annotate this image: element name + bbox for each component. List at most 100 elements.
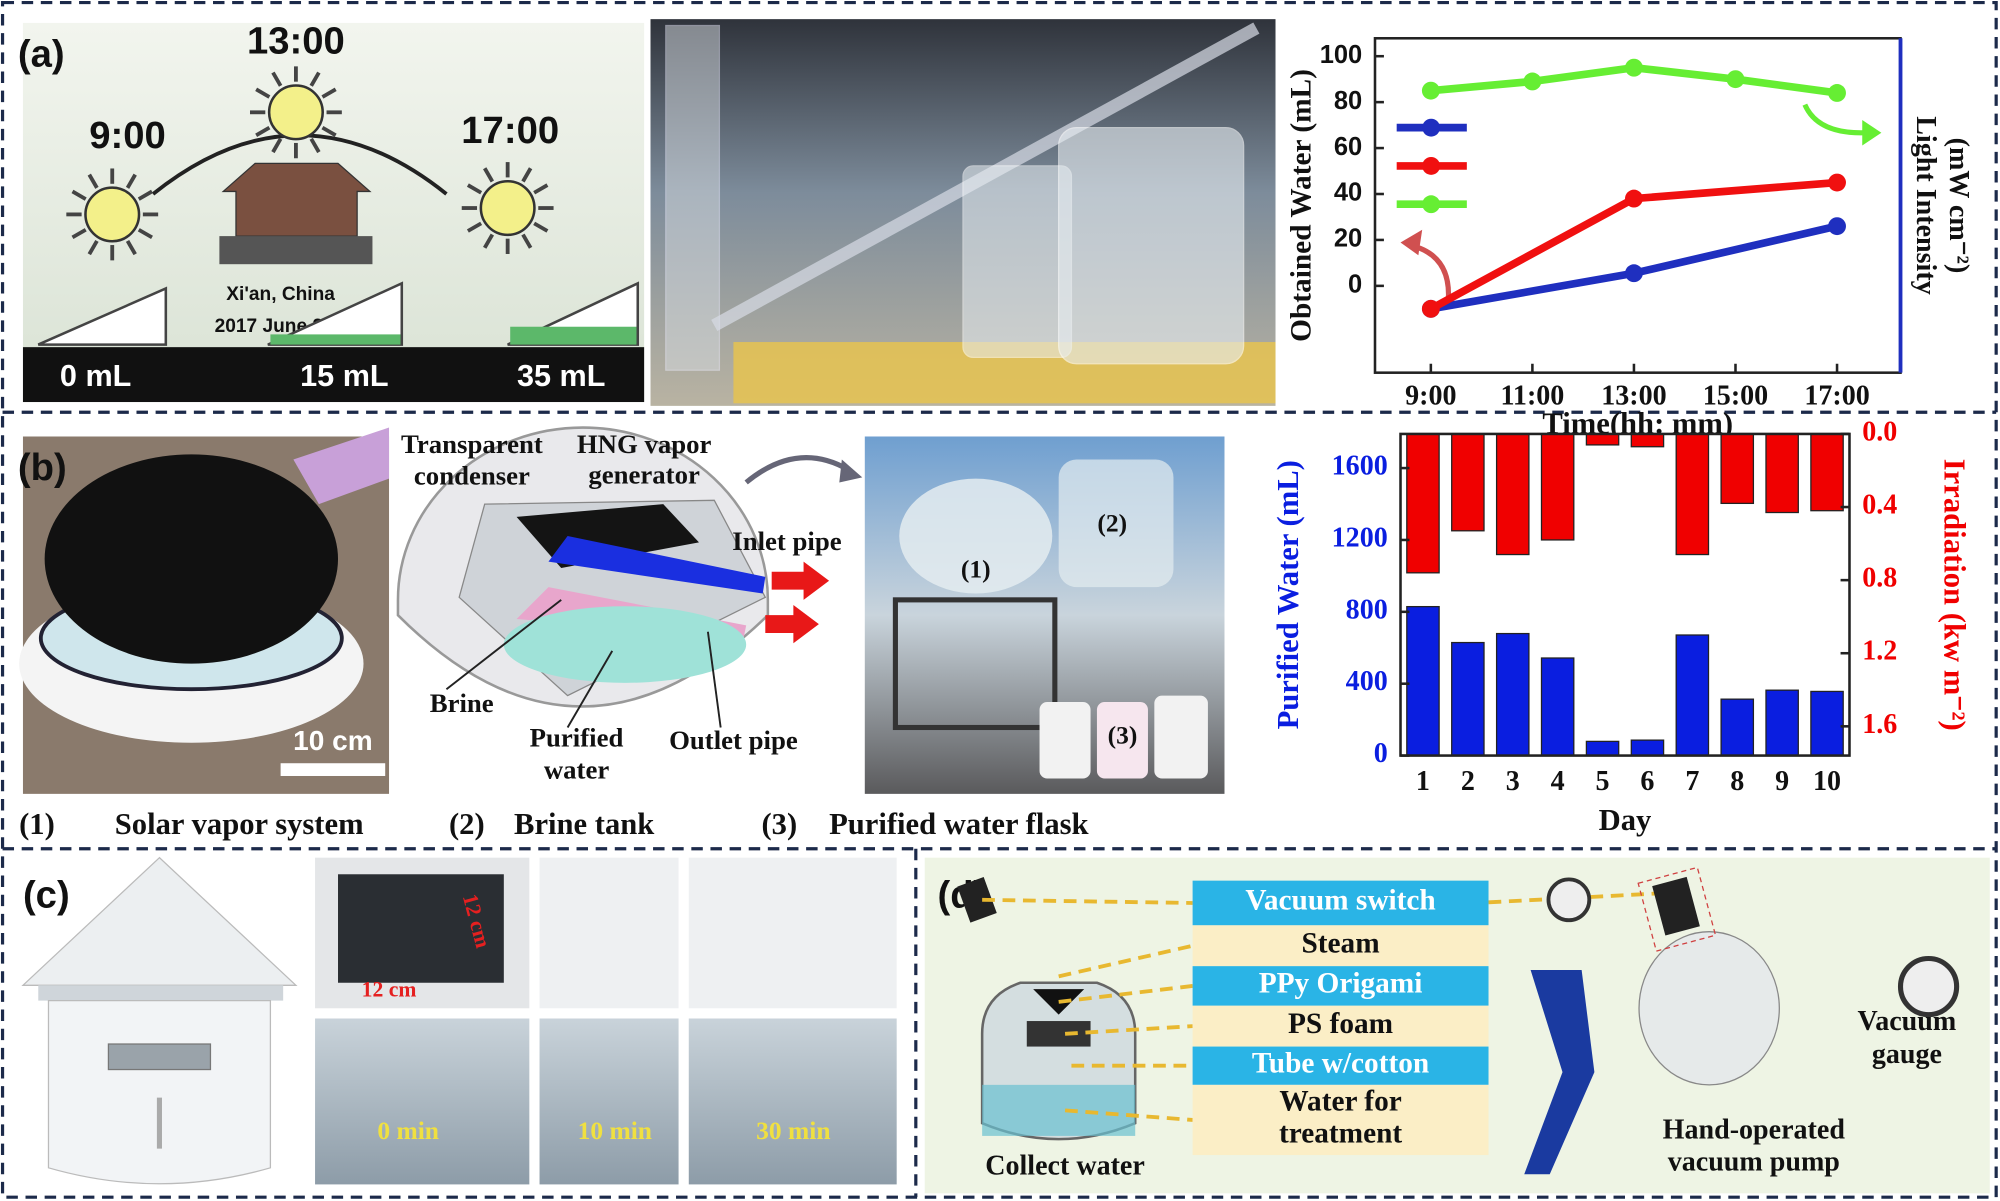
x-tick-label: 11:00 [1500,381,1564,412]
pagoda-base [219,236,373,265]
sun-ray [483,167,495,183]
legend-marker [1422,118,1441,137]
point [1828,173,1846,192]
bar [1675,634,1710,757]
part-label: PPy Origami [1259,968,1423,1000]
bar [1540,433,1575,541]
photo [539,1018,679,1185]
bar [1720,698,1755,757]
label-box [1192,966,1489,1006]
photo [315,1018,530,1185]
volume-label: 15 mL [300,359,388,393]
water [510,326,637,345]
device-label: Vacuum [1858,1006,1957,1037]
scale-label: 10 cm [293,725,373,756]
caption-number: (2) [449,807,485,841]
time-label: 13:00 [247,19,345,62]
y2-axis-label: (mW cm⁻²) [1943,138,1974,274]
y-tick-label: 1200 [1332,522,1388,553]
cone-rim [38,985,284,1001]
time-label: 17:00 [461,109,559,152]
part-label: Vacuum switch [1245,885,1435,917]
x-tick-label: 8 [1730,766,1744,797]
device-label: water [544,754,610,784]
sun-ray [309,137,321,154]
label-box [1192,1084,1489,1156]
part-label: Tube w/cotton [1252,1047,1429,1079]
x-tick-label: 10 [1813,766,1841,797]
caption: Solar vapor system [115,807,364,841]
photo-tube [293,427,390,505]
axis-arrow [1408,242,1452,307]
axis-arrow [1802,103,1865,136]
foam [1026,1021,1091,1047]
point [1625,58,1643,77]
photo [688,1018,897,1185]
x-tick-label: 1 [1416,766,1430,797]
bar [1406,605,1440,757]
bar [1585,433,1620,446]
dimension-label: 12 cm [362,978,417,1002]
device-label: gauge [1872,1039,1942,1070]
panel-label: (b) [18,446,67,489]
device-label: generator [588,459,700,489]
label-box [1192,1046,1489,1085]
y2-axis-label: Light Intensity [1910,116,1941,295]
sun-ray [87,173,99,189]
caption-number: (3) [761,807,797,841]
switch [1652,876,1700,936]
y2-axis-label: Irradiation (kw m⁻²) [1938,459,1972,731]
y-tick-label: 0 [1374,738,1388,769]
x-tick-label: 17:00 [1804,381,1869,412]
label-box [1192,1005,1489,1047]
inlet-pipe [548,536,766,594]
bar [1675,433,1710,556]
device-label: Outlet pipe [669,725,798,755]
part-label: treatment [1279,1118,1402,1150]
part-label: PS foam [1288,1008,1393,1040]
y2-tick-label: 1.2 [1862,636,1897,667]
photo-stand [892,597,1058,731]
leader-line [706,631,722,728]
sun-ray [533,183,549,195]
y2-tick-label: 0.4 [1862,489,1897,520]
y-tick-label: 1600 [1332,451,1388,482]
flask-water [982,1084,1136,1136]
sun-ray [137,189,153,201]
photo-tag: (2) [1097,509,1127,538]
sun-ray [271,137,283,154]
point [1523,72,1542,91]
photo-bottle [1039,701,1091,779]
point [1421,299,1440,318]
y-axis-label: Purified Water (mL) [1271,460,1305,729]
x-tick-label: 13:00 [1601,381,1666,412]
point [1421,81,1440,100]
device-label: HNG vapor [577,429,712,459]
label-boxes: Vacuum switch Steam PPy Origami PS foam Tube… [1192,880,1489,1156]
flow-arrow [771,561,830,600]
x-tick-label: 9 [1775,766,1789,797]
sun-ray [71,189,87,201]
sun-ray [466,221,483,233]
bar [1495,433,1530,556]
photo-tank [1058,459,1174,588]
water [270,334,401,345]
time-label: 30 min [756,1116,830,1145]
y-axis-label: Obtained Water (mL) [1285,69,1317,342]
bar [1451,641,1485,757]
sun-ray [321,125,337,137]
device-label: Purified [530,722,624,752]
point [1625,264,1643,283]
device-label: Hand-operated [1663,1115,1846,1146]
photo-disc [44,454,339,664]
y2-tick-label: 0.0 [1862,416,1897,447]
location: Xi'an, China [226,284,335,305]
point [1828,217,1846,236]
part-label: Steam [1301,927,1379,959]
x-tick-label: 5 [1596,766,1610,797]
pump-gauge [1546,877,1592,923]
absorber [107,1043,212,1071]
pump [1524,969,1595,1175]
y2-tick-label: 0.8 [1862,563,1897,594]
